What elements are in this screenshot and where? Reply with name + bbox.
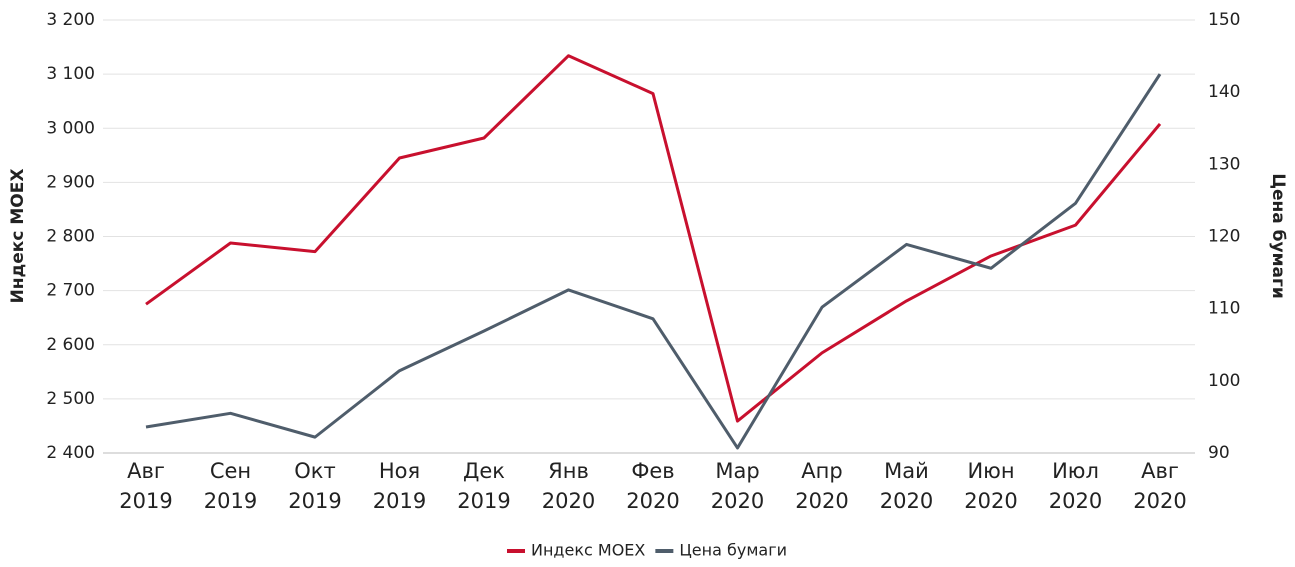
y-tick-label: 2 700 xyxy=(46,281,95,301)
x-tick-label: Ноя 2019 xyxy=(372,459,427,513)
y2-axis-title: Цена бумаги xyxy=(1268,173,1288,299)
y-tick-label: 2 900 xyxy=(46,172,95,192)
x-tick-label: Дек 2019 xyxy=(457,459,511,513)
y2-tick-label: 100 xyxy=(1208,371,1240,391)
y-tick-label: 2 400 xyxy=(46,443,95,463)
x-tick-label: Янв 2020 xyxy=(541,459,596,513)
y-tick-label: 2 500 xyxy=(46,389,95,409)
x-tick-label: Апр 2020 xyxy=(795,459,849,513)
series-line xyxy=(145,54,1162,423)
legend-label: Цена бумаги xyxy=(679,541,787,560)
y-tick-label: 3 000 xyxy=(46,118,95,138)
x-tick-label: Сен 2019 xyxy=(203,459,258,513)
x-tick-label: Мар 2020 xyxy=(710,459,765,513)
x-tick-label: Май 2020 xyxy=(879,459,934,513)
y-tick-label: 3 200 xyxy=(46,10,95,30)
series-line xyxy=(145,73,1162,450)
y2-tick-label: 130 xyxy=(1208,154,1240,174)
y-tick-label: 3 100 xyxy=(46,64,95,84)
y2-tick-label: 120 xyxy=(1208,227,1240,247)
y2-tick-label: 110 xyxy=(1208,299,1240,319)
y-tick-label: 2 800 xyxy=(46,227,95,247)
legend-label: Индекс MOEX xyxy=(531,541,645,560)
y2-tick-label: 90 xyxy=(1208,443,1230,463)
x-tick-label: Авг 2019 xyxy=(119,459,173,513)
y2-tick-label: 150 xyxy=(1208,10,1240,30)
x-tick-label: Авг 2020 xyxy=(1133,459,1187,513)
y-tick-label: 2 600 xyxy=(46,335,95,355)
x-tick-label: Окт 2019 xyxy=(288,459,342,513)
y2-tick-label: 140 xyxy=(1208,82,1240,102)
x-tick-label: Июл 2020 xyxy=(1048,459,1103,513)
y-axis-title: Индекс MOEX xyxy=(8,169,28,304)
x-tick-label: Фев 2020 xyxy=(626,459,680,513)
x-tick-label: Июн 2020 xyxy=(964,459,1018,513)
